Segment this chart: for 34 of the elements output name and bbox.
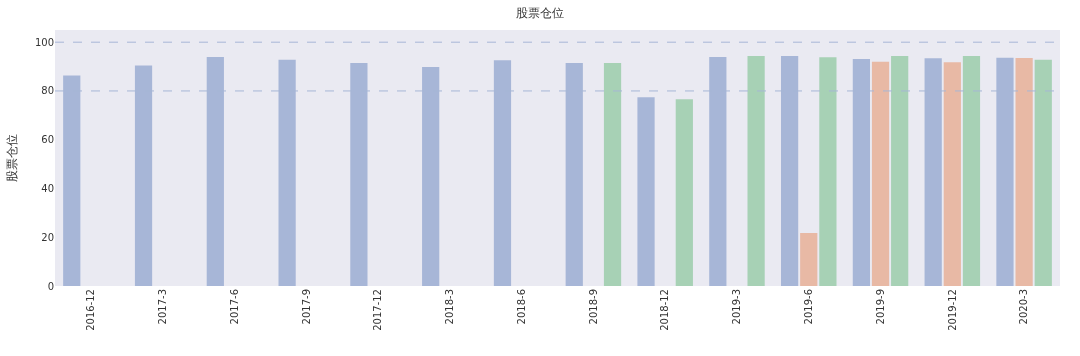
y-tick-label: 60	[41, 134, 54, 146]
bar	[819, 57, 837, 286]
x-tick-label: 2019-3	[731, 289, 743, 325]
x-tick-label: 2017-3	[156, 289, 168, 325]
y-tick-label: 100	[34, 36, 54, 48]
y-tick-label: 40	[41, 182, 54, 194]
x-tick-label: 2018-6	[515, 289, 527, 325]
x-tick-label: 2017-6	[228, 289, 240, 325]
x-tick-label: 2019-6	[803, 289, 814, 325]
chart-title: 股票仓位	[516, 6, 564, 21]
bar	[603, 62, 622, 286]
x-tick-label: 2016-12	[85, 289, 97, 331]
bar	[675, 99, 693, 286]
y-axis-title: 股票仓位	[5, 134, 20, 182]
bar	[943, 62, 961, 286]
bar	[747, 56, 765, 286]
x-tick-label: 2017-9	[300, 289, 312, 325]
y-tick-label: 80	[41, 85, 54, 97]
bar	[1034, 59, 1052, 286]
bar	[1015, 58, 1033, 286]
y-tick-label: 0	[47, 280, 54, 292]
x-tick-label: 2020-3	[1018, 289, 1030, 325]
x-tick-label: 2017-12	[372, 289, 384, 331]
y-tick-label: 20	[41, 231, 54, 243]
bar	[891, 56, 909, 286]
bar	[637, 97, 655, 286]
bar	[871, 61, 890, 286]
x-tick-label: 2019-9	[874, 289, 886, 325]
x-tick-label: 2019-12	[946, 289, 958, 331]
bar	[962, 56, 981, 286]
bar	[800, 233, 818, 286]
x-tick-label: 2018-3	[444, 289, 456, 325]
x-tick-label: 2018-9	[587, 289, 599, 325]
x-tick-label: 2018-12	[659, 289, 671, 331]
